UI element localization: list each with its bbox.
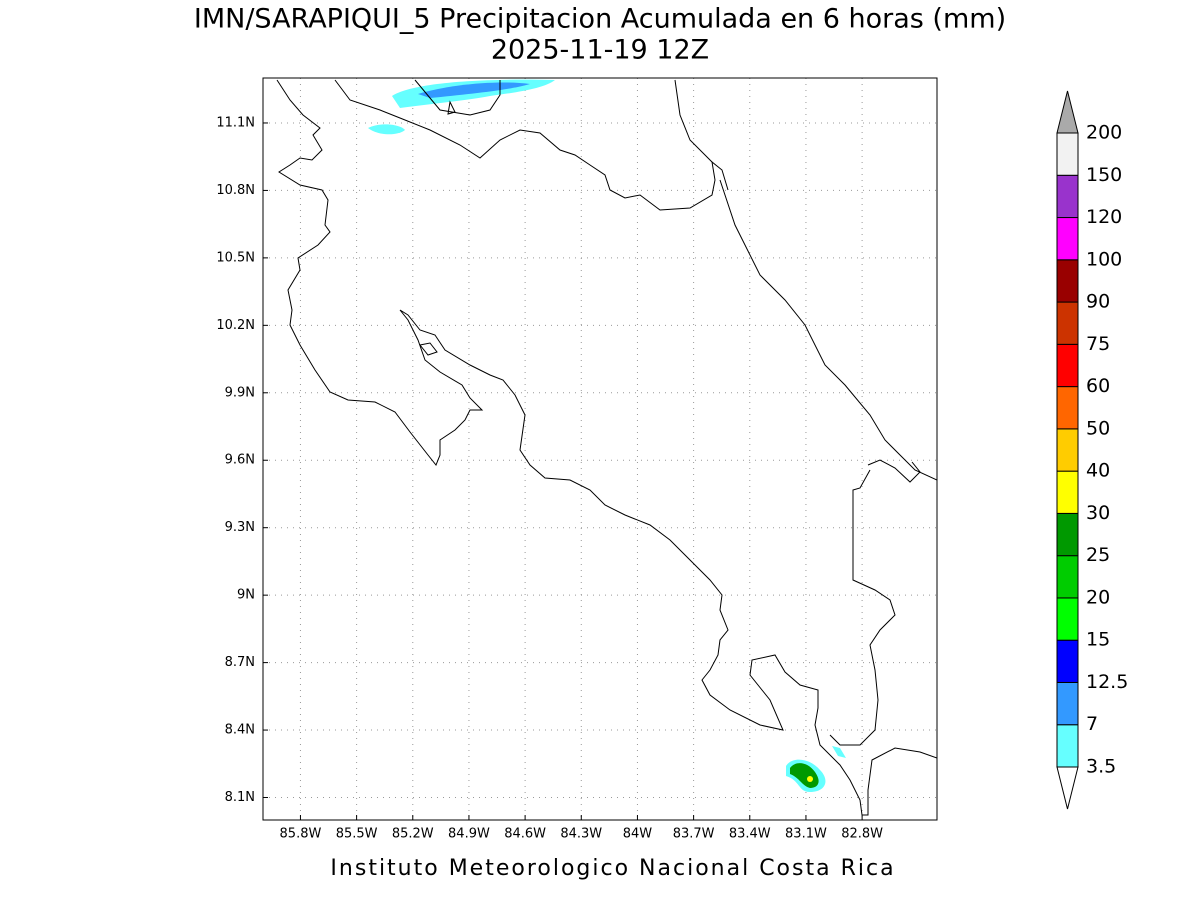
x-tick-label: 85.2W [392,827,434,842]
colorbar-box [1056,681,1079,726]
y-tick-label: 10.8N [216,183,255,198]
colorbar-box [1056,386,1079,430]
precip-area [807,776,813,782]
colorbar: 3.5 7 12.5 15 20 25 30 40 50 60 75 90 100 120 150 200 [1056,90,1128,810]
colorbar-triangle [1056,90,1079,134]
y-tick-label: 11.1N [216,115,255,130]
y-tick-label: 8.4N [225,723,255,738]
footer: Instituto Meteorologico Nacional Costa R… [330,856,895,881]
colorbar-box [1056,132,1079,176]
x-tick-label: 85.8W [280,827,322,842]
colorbar-box [1056,512,1079,557]
grid [263,78,937,820]
colorbar-label: 100 [1086,248,1122,270]
y-tick-label: 8.7N [225,655,255,670]
x-tick-label: 83.7W [673,827,715,842]
y-tick-label: 10.2N [216,318,255,333]
coastline [414,79,501,116]
precip-area [418,82,530,98]
colorbar-box [1056,470,1079,514]
x-tick-label: 83.1W [785,827,827,842]
colorbar-label: 30 [1086,502,1110,524]
y-tick-label: 9.3N [225,520,255,535]
colorbar-box [1056,259,1079,303]
colorbar-label: 25 [1086,544,1110,566]
x-tick-label: 84.9W [448,827,490,842]
colorbar-label: 40 [1086,460,1110,482]
colorbar-box [1056,217,1079,261]
y-tick-label: 9.6N [225,453,255,468]
y-tick-label: 9N [237,588,255,603]
x-tick-label: 84.6W [504,827,546,842]
coastline [674,79,937,481]
x-tick-label: 85.5W [336,827,378,842]
y-tick-label: 8.1N [225,790,255,805]
colorbar-box [1056,301,1079,345]
colorbar-label: 150 [1086,164,1122,186]
colorbar-label: 7 [1086,713,1098,735]
colorbar-box [1056,555,1079,599]
colorbar-label: 120 [1086,206,1122,228]
map-layer [276,79,937,816]
x-tick-label: 83.4W [729,827,771,842]
colorbar-label: 12.5 [1086,671,1128,693]
colorbar-label: 50 [1086,417,1110,439]
subtitle: 2025-11-19 12Z [491,35,709,66]
coastline [419,342,438,356]
x-tick-label: 84W [623,827,653,842]
colorbar-triangle [1056,766,1079,810]
x-tick-label: 82.8W [841,827,883,842]
y-tick-label: 10.5N [216,250,255,265]
title: IMN/SARAPIQUI_5 Precipitacion Acumulada … [194,4,1006,35]
colorbar-box [1056,724,1079,768]
colorbar-label: 90 [1086,291,1110,313]
precip-area [368,124,405,135]
colorbar-label: 15 [1086,629,1110,651]
precip-area [790,763,819,788]
coastline [276,79,937,816]
colorbar-label: 3.5 [1086,756,1116,778]
x-tick-label: 84.3W [560,827,602,842]
precip-area [832,746,846,758]
plot-frame [262,77,938,821]
border [829,459,921,746]
colorbar-label: 20 [1086,586,1110,608]
coastline [334,79,729,211]
colorbar-box [1056,343,1079,388]
y-tick-label: 9.9N [225,385,255,400]
colorbar-label: 75 [1086,333,1110,355]
colorbar-box [1056,639,1079,683]
colorbar-box [1056,174,1079,219]
colorbar-label: 200 [1086,122,1122,144]
colorbar-label: 60 [1086,375,1110,397]
colorbar-box [1056,428,1079,472]
coastline [447,100,456,115]
colorbar-box [1056,597,1079,641]
